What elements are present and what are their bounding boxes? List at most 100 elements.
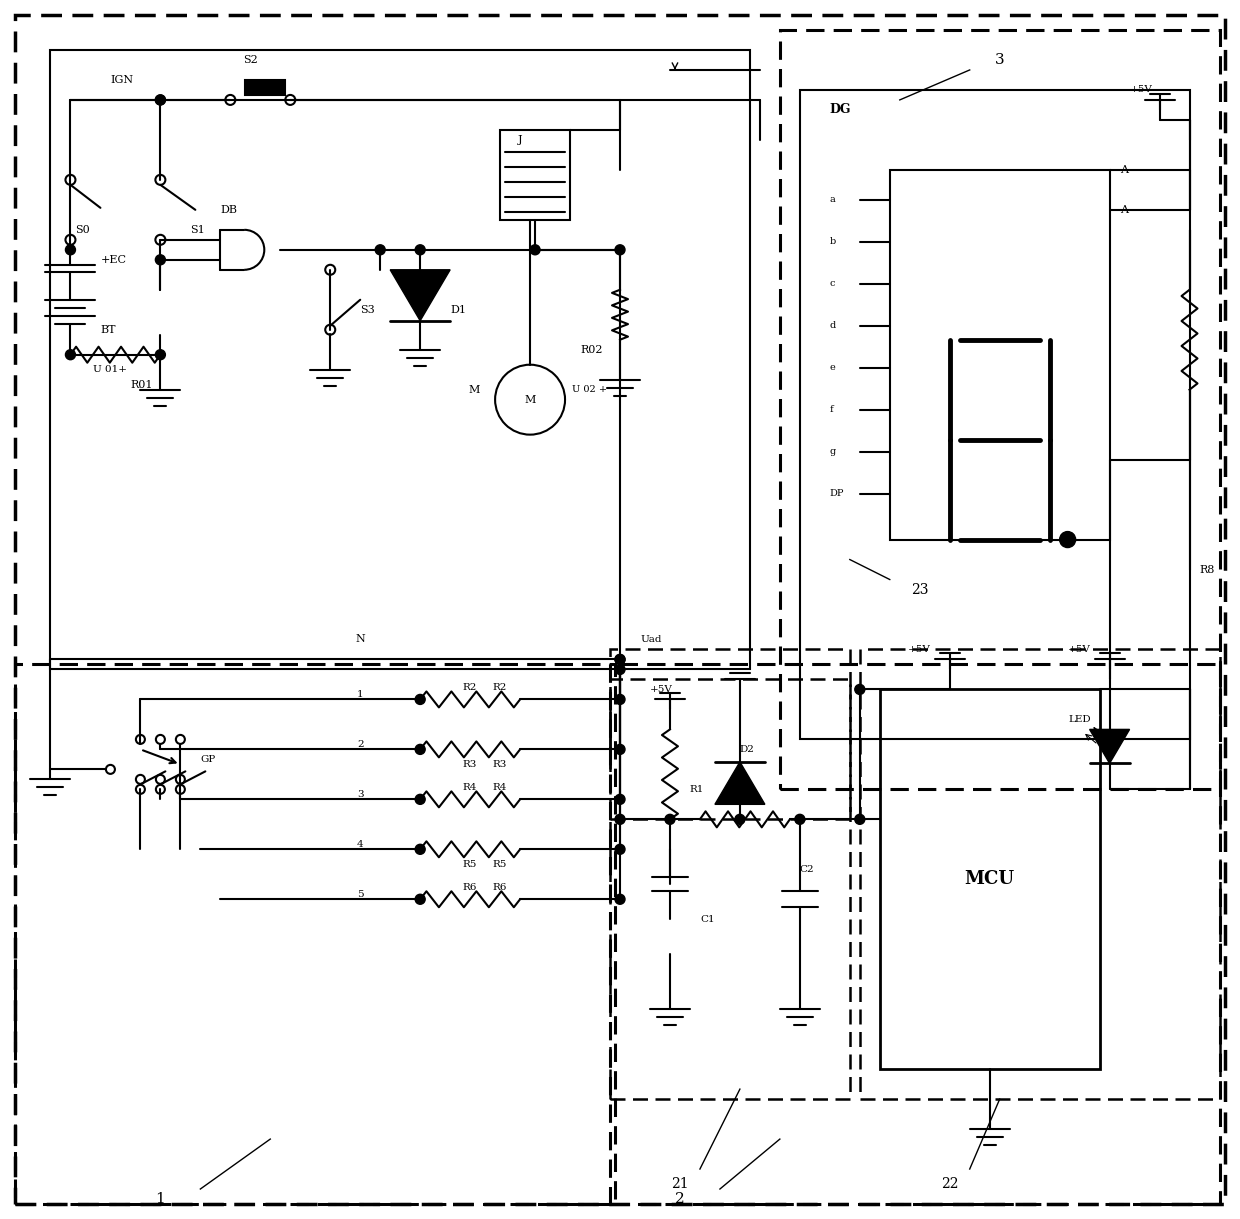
Circle shape xyxy=(615,695,625,705)
Circle shape xyxy=(136,735,145,744)
Circle shape xyxy=(615,814,625,824)
Text: N: N xyxy=(356,634,365,645)
Circle shape xyxy=(136,785,145,794)
Text: R2: R2 xyxy=(463,683,477,692)
Text: 2: 2 xyxy=(675,1192,684,1206)
Circle shape xyxy=(615,655,625,664)
Circle shape xyxy=(136,775,145,784)
Circle shape xyxy=(735,814,745,824)
Text: BT: BT xyxy=(100,324,115,335)
Circle shape xyxy=(156,785,165,794)
Text: +EC: +EC xyxy=(100,255,126,265)
Text: 21: 21 xyxy=(671,1178,688,1191)
Text: J: J xyxy=(518,135,522,145)
Text: +5V: +5V xyxy=(909,645,931,653)
Text: 23: 23 xyxy=(911,583,929,596)
Circle shape xyxy=(615,795,625,805)
Text: 4: 4 xyxy=(357,840,363,848)
Bar xyxy=(800,90,1189,740)
Circle shape xyxy=(665,814,675,824)
Bar xyxy=(500,130,570,219)
Bar xyxy=(15,664,615,1204)
Circle shape xyxy=(415,695,425,705)
Text: R3: R3 xyxy=(494,759,507,769)
Text: 5: 5 xyxy=(357,890,363,898)
Text: D1: D1 xyxy=(450,305,466,315)
Circle shape xyxy=(376,245,386,255)
Text: DB: DB xyxy=(221,205,237,215)
Text: GP: GP xyxy=(201,755,216,764)
Bar xyxy=(880,690,1100,1069)
Text: c: c xyxy=(830,279,836,288)
Text: R8: R8 xyxy=(1199,564,1215,574)
Circle shape xyxy=(66,350,76,360)
Text: f: f xyxy=(830,405,833,414)
Circle shape xyxy=(285,95,295,105)
Text: IGN: IGN xyxy=(110,74,134,85)
Text: b: b xyxy=(830,238,836,246)
Text: R6: R6 xyxy=(494,883,507,892)
Text: R3: R3 xyxy=(463,759,477,769)
Text: D2: D2 xyxy=(740,745,755,753)
Text: C2: C2 xyxy=(800,864,815,874)
Bar xyxy=(610,650,849,1100)
Circle shape xyxy=(615,895,625,904)
Text: R01: R01 xyxy=(130,379,153,390)
Text: S2: S2 xyxy=(243,55,258,65)
Polygon shape xyxy=(1090,729,1130,763)
Text: R6: R6 xyxy=(463,883,477,892)
Circle shape xyxy=(66,245,76,255)
Circle shape xyxy=(415,745,425,755)
Circle shape xyxy=(155,95,165,105)
Text: S0: S0 xyxy=(76,224,91,235)
Text: e: e xyxy=(830,363,836,372)
Text: R5: R5 xyxy=(494,859,507,869)
Text: MCU: MCU xyxy=(965,870,1014,889)
Circle shape xyxy=(66,235,76,245)
Text: Uad: Uad xyxy=(640,635,661,644)
Text: R4: R4 xyxy=(463,783,477,792)
Bar xyxy=(610,679,849,819)
Text: 2: 2 xyxy=(357,740,363,748)
Text: M: M xyxy=(469,385,480,395)
Text: 1: 1 xyxy=(155,1192,165,1206)
Circle shape xyxy=(325,324,335,335)
Circle shape xyxy=(156,735,165,744)
Text: A: A xyxy=(1120,205,1127,215)
Text: 22: 22 xyxy=(941,1178,959,1191)
Text: R2: R2 xyxy=(494,683,507,692)
Text: U 02 +: U 02 + xyxy=(573,385,608,394)
Circle shape xyxy=(615,655,625,664)
Circle shape xyxy=(155,174,165,185)
Text: 3: 3 xyxy=(357,790,363,798)
Circle shape xyxy=(155,255,165,265)
Text: DG: DG xyxy=(830,104,852,116)
Circle shape xyxy=(795,814,805,824)
Polygon shape xyxy=(391,269,450,321)
Circle shape xyxy=(415,895,425,904)
Circle shape xyxy=(176,735,185,744)
Circle shape xyxy=(176,785,185,794)
Text: R5: R5 xyxy=(463,859,477,869)
Circle shape xyxy=(155,95,165,105)
Bar xyxy=(51,50,750,669)
Text: A: A xyxy=(1120,165,1127,174)
Circle shape xyxy=(854,684,864,695)
Circle shape xyxy=(66,174,76,185)
Circle shape xyxy=(415,845,425,855)
Text: +5V: +5V xyxy=(650,685,673,694)
Text: R02: R02 xyxy=(580,345,603,355)
Circle shape xyxy=(176,775,185,784)
Circle shape xyxy=(325,265,335,274)
Circle shape xyxy=(155,235,165,245)
Text: C1: C1 xyxy=(699,914,714,924)
Polygon shape xyxy=(715,762,765,805)
Circle shape xyxy=(615,845,625,855)
Bar xyxy=(890,169,1110,540)
Circle shape xyxy=(415,795,425,805)
Text: g: g xyxy=(830,447,836,456)
Circle shape xyxy=(415,245,425,255)
Text: 3: 3 xyxy=(994,52,1004,67)
Bar xyxy=(610,664,1219,1204)
Text: +5V: +5V xyxy=(1130,85,1152,94)
